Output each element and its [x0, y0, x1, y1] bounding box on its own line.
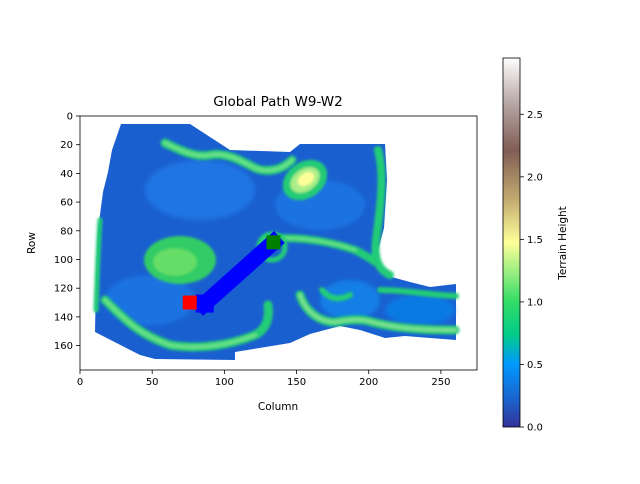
x-axis: 0 50 100 150 200 250	[77, 370, 450, 388]
colorbar-tick-label: 0.0	[527, 423, 543, 434]
y-tick-label: 80	[60, 226, 73, 237]
y-tick-label: 60	[60, 198, 73, 209]
x-tick-label: 250	[431, 377, 450, 388]
colorbar-label: Terrain Height	[557, 206, 569, 281]
goal-marker	[266, 235, 281, 250]
y-axis: 0 20 40 60 80 100 120 140 160	[54, 112, 80, 352]
x-tick-label: 50	[146, 377, 159, 388]
x-tick-label: 200	[359, 377, 378, 388]
y-tick-label: 40	[60, 169, 73, 180]
x-axis-label: Column	[258, 401, 298, 413]
x-tick-label: 0	[77, 377, 83, 388]
colorbar-tick-label: 1.5	[527, 235, 543, 246]
y-tick-label: 160	[54, 341, 73, 352]
y-axis-label: Row	[26, 232, 38, 254]
colorbar-tick-label: 2.5	[527, 110, 543, 121]
y-tick-label: 0	[67, 112, 73, 123]
x-tick-label: 150	[287, 377, 306, 388]
colorbar-tick-label: 0.5	[527, 360, 543, 371]
global-path-start-segment	[195, 294, 214, 313]
colorbar	[502, 57, 521, 428]
colorbar-tick-label: 2.0	[527, 172, 543, 183]
global-path	[192, 230, 285, 316]
colorbar-tick-label: 1.0	[527, 297, 543, 308]
plot-frame	[79, 115, 478, 371]
colorbar-ticks: 0.0 0.5 1.0 1.5 2.0 2.5	[520, 110, 543, 434]
y-tick-label: 100	[54, 255, 73, 266]
path-layer	[182, 230, 285, 316]
y-tick-label: 20	[60, 140, 73, 151]
start-marker	[182, 295, 197, 310]
x-tick-label: 100	[215, 377, 234, 388]
chart-title: Global Path W9-W2	[213, 94, 343, 110]
y-tick-label: 140	[54, 312, 73, 323]
y-tick-label: 120	[54, 284, 73, 295]
